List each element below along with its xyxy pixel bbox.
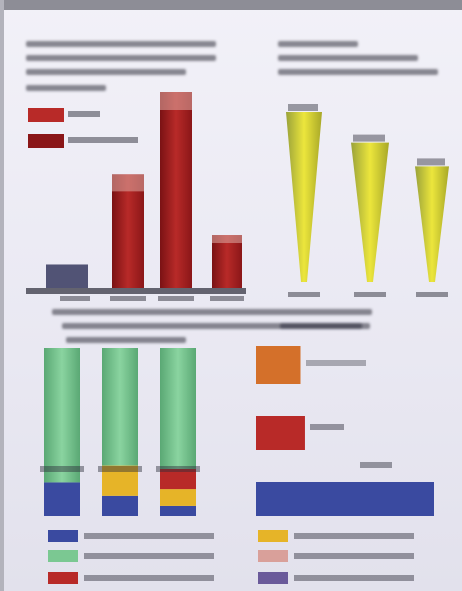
br-bar-0: [256, 346, 301, 384]
legend-right-swatch-0: [258, 530, 288, 542]
top-frame-edge: [0, 0, 462, 10]
bl-label-1: [98, 466, 142, 472]
heading-stroke-0: [26, 41, 216, 47]
heading-stroke-3: [26, 85, 106, 91]
legend-left-swatch-2: [48, 572, 78, 584]
tl-tick-label-1: [110, 296, 146, 301]
tl-bar-cap-1: [112, 174, 144, 192]
heading-stroke-4: [278, 41, 358, 47]
tl-bar-2: [160, 92, 192, 288]
heading-stroke-7: [52, 309, 372, 315]
tl-legend-text-0: [68, 111, 100, 117]
heading-stroke-10: [280, 323, 370, 329]
heading-stroke-9: [66, 337, 186, 343]
heading-stroke-1: [26, 55, 216, 61]
tl-bar-cap-2: [160, 92, 192, 110]
bl-seg-0-3: [44, 348, 80, 483]
tl-legend-swatch-0: [28, 108, 64, 122]
bl-seg-2-2: [160, 468, 196, 490]
tl-bar-cap-3: [212, 235, 242, 244]
tl-legend-swatch-1: [28, 134, 64, 148]
heading-stroke-6: [278, 69, 438, 75]
legend-left-text-1: [84, 553, 214, 559]
tl-tick-label-0: [60, 296, 90, 301]
panel-top-right: [286, 104, 449, 297]
bl-seg-1-3: [102, 348, 138, 466]
br-label-0: [306, 360, 366, 366]
tr-bar-label-0: [288, 104, 318, 111]
tr-tick-label-0: [288, 292, 320, 297]
legend-left-text-0: [84, 533, 214, 539]
panel-bottom-left: [40, 348, 200, 516]
br-bar-2: [256, 482, 434, 516]
legend-left-swatch-1: [48, 550, 78, 562]
tl-tick-label-3: [210, 296, 244, 301]
br-label-1: [310, 424, 344, 430]
heading-stroke-5: [278, 55, 418, 61]
panel-bottom-right: [256, 346, 434, 516]
heading-stroke-2: [26, 69, 186, 75]
tl-bar-1: [112, 174, 144, 288]
legend-right-text-1: [294, 553, 414, 559]
axis-base-tl: [26, 288, 246, 294]
legend-right-text-2: [294, 575, 414, 581]
tl-bar-3: [212, 235, 242, 288]
bl-seg-2-1: [160, 489, 196, 506]
bl-label-0: [40, 466, 84, 472]
tr-bar-1: [351, 142, 389, 282]
bl-seg-2-3: [160, 348, 196, 469]
bl-seg-1-0: [102, 495, 138, 516]
tr-bar-label-1: [353, 134, 385, 142]
bl-label-2: [156, 466, 200, 472]
br-label-2: [360, 462, 392, 468]
bl-seg-2-0: [160, 505, 196, 516]
left-frame-edge: [0, 0, 4, 591]
legend-left-swatch-0: [48, 530, 78, 542]
legend-right-swatch-1: [258, 550, 288, 562]
legend-right-text-0: [294, 533, 414, 539]
legend-left-text-2: [84, 575, 214, 581]
panel-top-left: [26, 92, 246, 301]
tr-bar-label-2: [417, 158, 445, 166]
tr-bar-0: [286, 112, 322, 282]
legend-area: [48, 530, 414, 584]
bl-seg-1-1: [102, 465, 138, 496]
tr-bar-2: [415, 166, 449, 282]
tr-tick-label-1: [354, 292, 386, 297]
blurred-headings: [26, 41, 438, 343]
legend-right-swatch-2: [258, 572, 288, 584]
tl-tick-label-2: [158, 296, 194, 301]
tr-tick-label-2: [416, 292, 448, 297]
bl-seg-0-0: [44, 482, 80, 516]
br-bar-1: [256, 416, 305, 450]
tl-legend-text-1: [68, 137, 138, 143]
tl-bar-0: [46, 264, 88, 288]
